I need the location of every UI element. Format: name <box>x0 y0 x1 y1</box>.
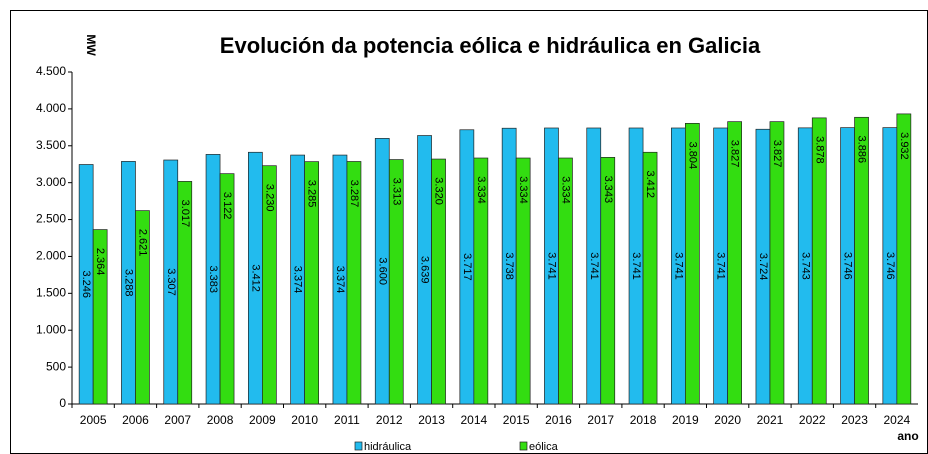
x-tick-label: 2005 <box>80 413 107 427</box>
value-label: 3.741 <box>672 252 684 280</box>
bar <box>346 161 362 405</box>
x-tick-label: 2023 <box>841 413 868 427</box>
value-label: 3.343 <box>602 176 614 204</box>
bar <box>92 229 108 405</box>
x-tick-label: 2014 <box>460 413 487 427</box>
x-tick-label: 2006 <box>122 413 149 427</box>
y-tick-label: 4.500 <box>36 64 66 78</box>
value-label: 3.827 <box>729 140 741 168</box>
x-tick-label: 2019 <box>672 413 699 427</box>
bar <box>219 173 235 405</box>
x-tick-label: 2008 <box>207 413 234 427</box>
y-tick-label: 3.000 <box>36 175 66 189</box>
bar <box>600 157 616 405</box>
value-label: 3.741 <box>715 252 727 280</box>
value-label: 3.886 <box>856 136 868 164</box>
value-label: 3.412 <box>644 171 656 199</box>
value-label: 3.230 <box>263 184 275 212</box>
x-tick-label: 2018 <box>630 413 657 427</box>
value-label: 3.320 <box>433 177 445 205</box>
value-label: 3.412 <box>249 264 261 292</box>
value-label: 3.307 <box>165 268 177 296</box>
bar <box>473 157 489 405</box>
y-tick-label: 3.500 <box>36 138 66 152</box>
value-label: 2.364 <box>94 248 106 276</box>
value-label: 3.334 <box>475 176 487 204</box>
value-label: 3.374 <box>334 266 346 294</box>
value-label: 3.804 <box>686 142 698 170</box>
value-label: 3.374 <box>292 266 304 294</box>
bar <box>431 158 446 405</box>
chart-title: Evolución da potencia eólica e hidráulic… <box>220 33 761 58</box>
value-label: 3.746 <box>842 252 854 280</box>
x-tick-label: 2022 <box>799 413 826 427</box>
value-label: 3.313 <box>390 178 402 206</box>
value-label: 2.621 <box>137 229 149 257</box>
value-label: 3.738 <box>503 252 515 280</box>
value-label: 3.724 <box>757 253 769 281</box>
value-label: 3.287 <box>348 180 360 208</box>
bar <box>854 116 869 405</box>
value-label: 3.246 <box>80 270 92 298</box>
value-label: 3.288 <box>123 269 135 297</box>
legend-swatch <box>519 441 528 451</box>
y-tick-label: 1.000 <box>36 322 66 336</box>
bar <box>304 161 319 405</box>
value-label: 3.383 <box>207 265 219 293</box>
value-label: 3.878 <box>813 136 825 164</box>
x-tick-label: 2021 <box>757 413 784 427</box>
y-tick-label: 4.000 <box>36 101 66 115</box>
value-label: 3.285 <box>306 180 318 208</box>
y-tick-label: 1.500 <box>36 286 66 300</box>
x-tick-label: 2015 <box>503 413 530 427</box>
bar <box>727 121 743 405</box>
value-label: 3.639 <box>419 256 431 284</box>
bar <box>177 181 193 405</box>
legend-swatch <box>354 441 363 451</box>
bar <box>388 159 404 405</box>
x-tick-label: 2020 <box>714 413 741 427</box>
x-tick-label: 2012 <box>376 413 403 427</box>
value-label: 3.741 <box>546 252 558 280</box>
x-tick-label: 2009 <box>249 413 276 427</box>
y-axis-label: MW <box>84 34 98 56</box>
y-tick-label: 0 <box>59 396 66 410</box>
y-tick-label: 2.500 <box>36 212 66 226</box>
y-tick-label: 500 <box>46 359 66 373</box>
x-tick-label: 2024 <box>883 413 910 427</box>
value-label: 3.827 <box>771 140 783 168</box>
value-label: 3.017 <box>179 200 191 228</box>
bar <box>262 165 277 405</box>
value-label: 3.932 <box>898 132 910 160</box>
bar <box>515 157 531 405</box>
value-label: 3.743 <box>799 252 811 280</box>
legend-label: hidráulica <box>364 441 412 453</box>
x-tick-label: 2013 <box>418 413 445 427</box>
x-tick-label: 2010 <box>291 413 318 427</box>
bar <box>684 122 700 405</box>
bar <box>558 157 573 405</box>
bar <box>642 151 658 405</box>
legend-label: eólica <box>529 441 559 453</box>
value-label: 3.746 <box>884 252 896 280</box>
value-label: 3.600 <box>376 257 388 285</box>
y-tick-label: 2.000 <box>36 249 66 263</box>
x-tick-label: 2016 <box>545 413 572 427</box>
x-axis-label: ano <box>897 429 918 443</box>
bar <box>135 210 150 405</box>
bar <box>769 121 785 405</box>
x-tick-label: 2007 <box>164 413 191 427</box>
value-label: 3.741 <box>630 252 642 280</box>
value-label: 3.334 <box>560 176 572 204</box>
x-tick-label: 2011 <box>334 413 360 427</box>
value-label: 3.334 <box>517 176 529 204</box>
bar <box>811 117 827 405</box>
value-label: 3.122 <box>221 192 233 220</box>
bar <box>896 113 912 405</box>
value-label: 3.741 <box>588 252 600 280</box>
x-tick-label: 2017 <box>587 413 614 427</box>
value-label: 3.717 <box>461 253 473 281</box>
